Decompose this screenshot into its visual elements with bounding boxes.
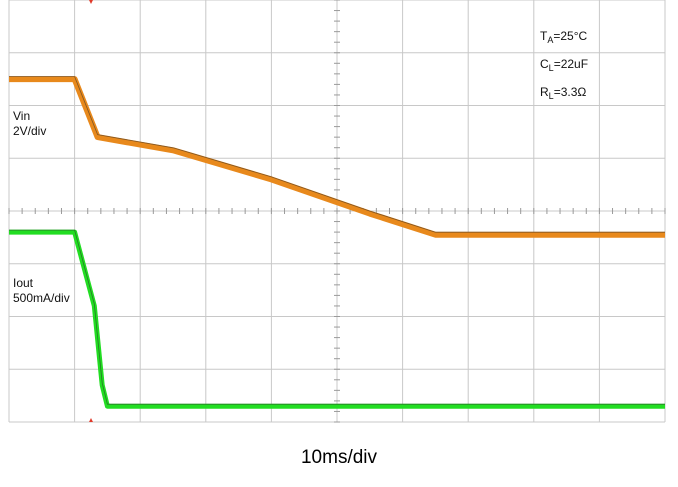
- trace-noise-vin: [9, 76, 665, 233]
- svg-text:TA=25°C: TA=25°C: [540, 29, 588, 45]
- annotation-rl-value: =3.3Ω: [554, 85, 587, 99]
- graticule: [8, 0, 666, 423]
- timebase-label: 10ms/div: [300, 447, 378, 468]
- trigger-marker-bottom: [89, 418, 93, 422]
- trace-vin: [9, 76, 665, 238]
- series-scale-vin: 2V/div: [13, 124, 46, 138]
- series-label-vin: Vin: [13, 109, 30, 123]
- svg-text:RL=3.3Ω: RL=3.3Ω: [540, 85, 586, 101]
- series-scale-iout: 500mA/div: [13, 291, 70, 305]
- annotation-rl: RL=3.3Ω: [540, 85, 586, 101]
- trace-noise-iout: [9, 229, 665, 405]
- trigger-marker-top: [89, 0, 93, 4]
- annotation-cl: CL=22uF: [540, 57, 588, 73]
- svg-text:CL=22uF: CL=22uF: [540, 57, 588, 73]
- series-label-iout: Iout: [13, 276, 34, 290]
- annotation-ta-value: =25°C: [553, 29, 587, 43]
- annotation-ta: TA=25°C: [540, 29, 588, 45]
- traces: [8, 76, 666, 409]
- annotation-cl-value: =22uF: [554, 57, 588, 71]
